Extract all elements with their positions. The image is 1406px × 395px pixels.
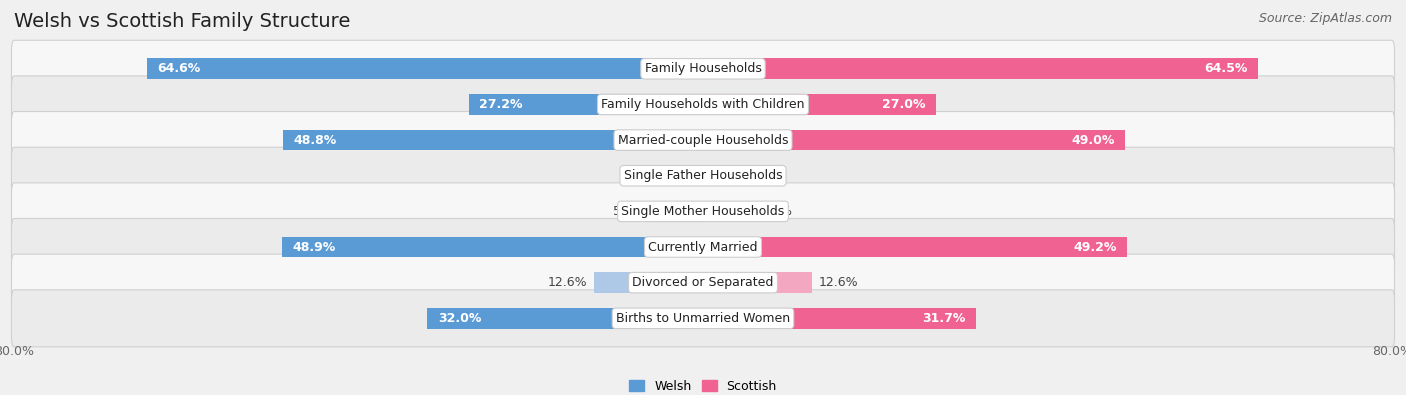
Bar (703, 130, 1125, 150)
Bar (283, 130, 703, 150)
Bar (703, 272, 811, 293)
Text: 12.6%: 12.6% (548, 276, 588, 289)
Text: Family Households with Children: Family Households with Children (602, 98, 804, 111)
Text: 27.2%: 27.2% (479, 98, 523, 111)
Bar (468, 94, 703, 115)
Text: Source: ZipAtlas.com: Source: ZipAtlas.com (1258, 12, 1392, 25)
Bar (703, 166, 723, 186)
Legend: Welsh, Scottish: Welsh, Scottish (624, 375, 782, 395)
Bar (146, 58, 703, 79)
FancyBboxPatch shape (11, 147, 1395, 204)
Text: 5.8%: 5.8% (759, 205, 792, 218)
Text: 48.8%: 48.8% (292, 134, 336, 147)
Bar (595, 272, 703, 293)
Bar (703, 237, 1126, 258)
Bar (703, 201, 754, 222)
Bar (281, 237, 703, 258)
FancyBboxPatch shape (11, 183, 1395, 240)
Text: Single Mother Households: Single Mother Households (621, 205, 785, 218)
Text: 64.6%: 64.6% (157, 62, 200, 75)
FancyBboxPatch shape (11, 76, 1395, 133)
Text: 12.6%: 12.6% (818, 276, 858, 289)
Bar (703, 58, 1258, 79)
Text: 48.9%: 48.9% (292, 241, 336, 254)
Text: Single Father Households: Single Father Households (624, 169, 782, 182)
Bar (703, 308, 976, 329)
Text: 49.0%: 49.0% (1071, 134, 1115, 147)
Bar (683, 166, 703, 186)
Text: Married-couple Households: Married-couple Households (617, 134, 789, 147)
FancyBboxPatch shape (11, 290, 1395, 347)
Text: 49.2%: 49.2% (1073, 241, 1116, 254)
FancyBboxPatch shape (11, 254, 1395, 311)
Text: Divorced or Separated: Divorced or Separated (633, 276, 773, 289)
Text: 2.3%: 2.3% (730, 169, 762, 182)
Text: 64.5%: 64.5% (1205, 62, 1249, 75)
FancyBboxPatch shape (11, 111, 1395, 169)
Text: 31.7%: 31.7% (922, 312, 966, 325)
Text: 2.3%: 2.3% (644, 169, 676, 182)
Bar (652, 201, 703, 222)
Text: Currently Married: Currently Married (648, 241, 758, 254)
Text: Births to Unmarried Women: Births to Unmarried Women (616, 312, 790, 325)
Bar (703, 94, 935, 115)
Text: Welsh vs Scottish Family Structure: Welsh vs Scottish Family Structure (14, 12, 350, 31)
FancyBboxPatch shape (11, 218, 1395, 276)
Text: Family Households: Family Households (644, 62, 762, 75)
FancyBboxPatch shape (11, 40, 1395, 97)
Text: 32.0%: 32.0% (437, 312, 481, 325)
Bar (427, 308, 703, 329)
Text: 5.9%: 5.9% (613, 205, 645, 218)
Text: 27.0%: 27.0% (882, 98, 925, 111)
